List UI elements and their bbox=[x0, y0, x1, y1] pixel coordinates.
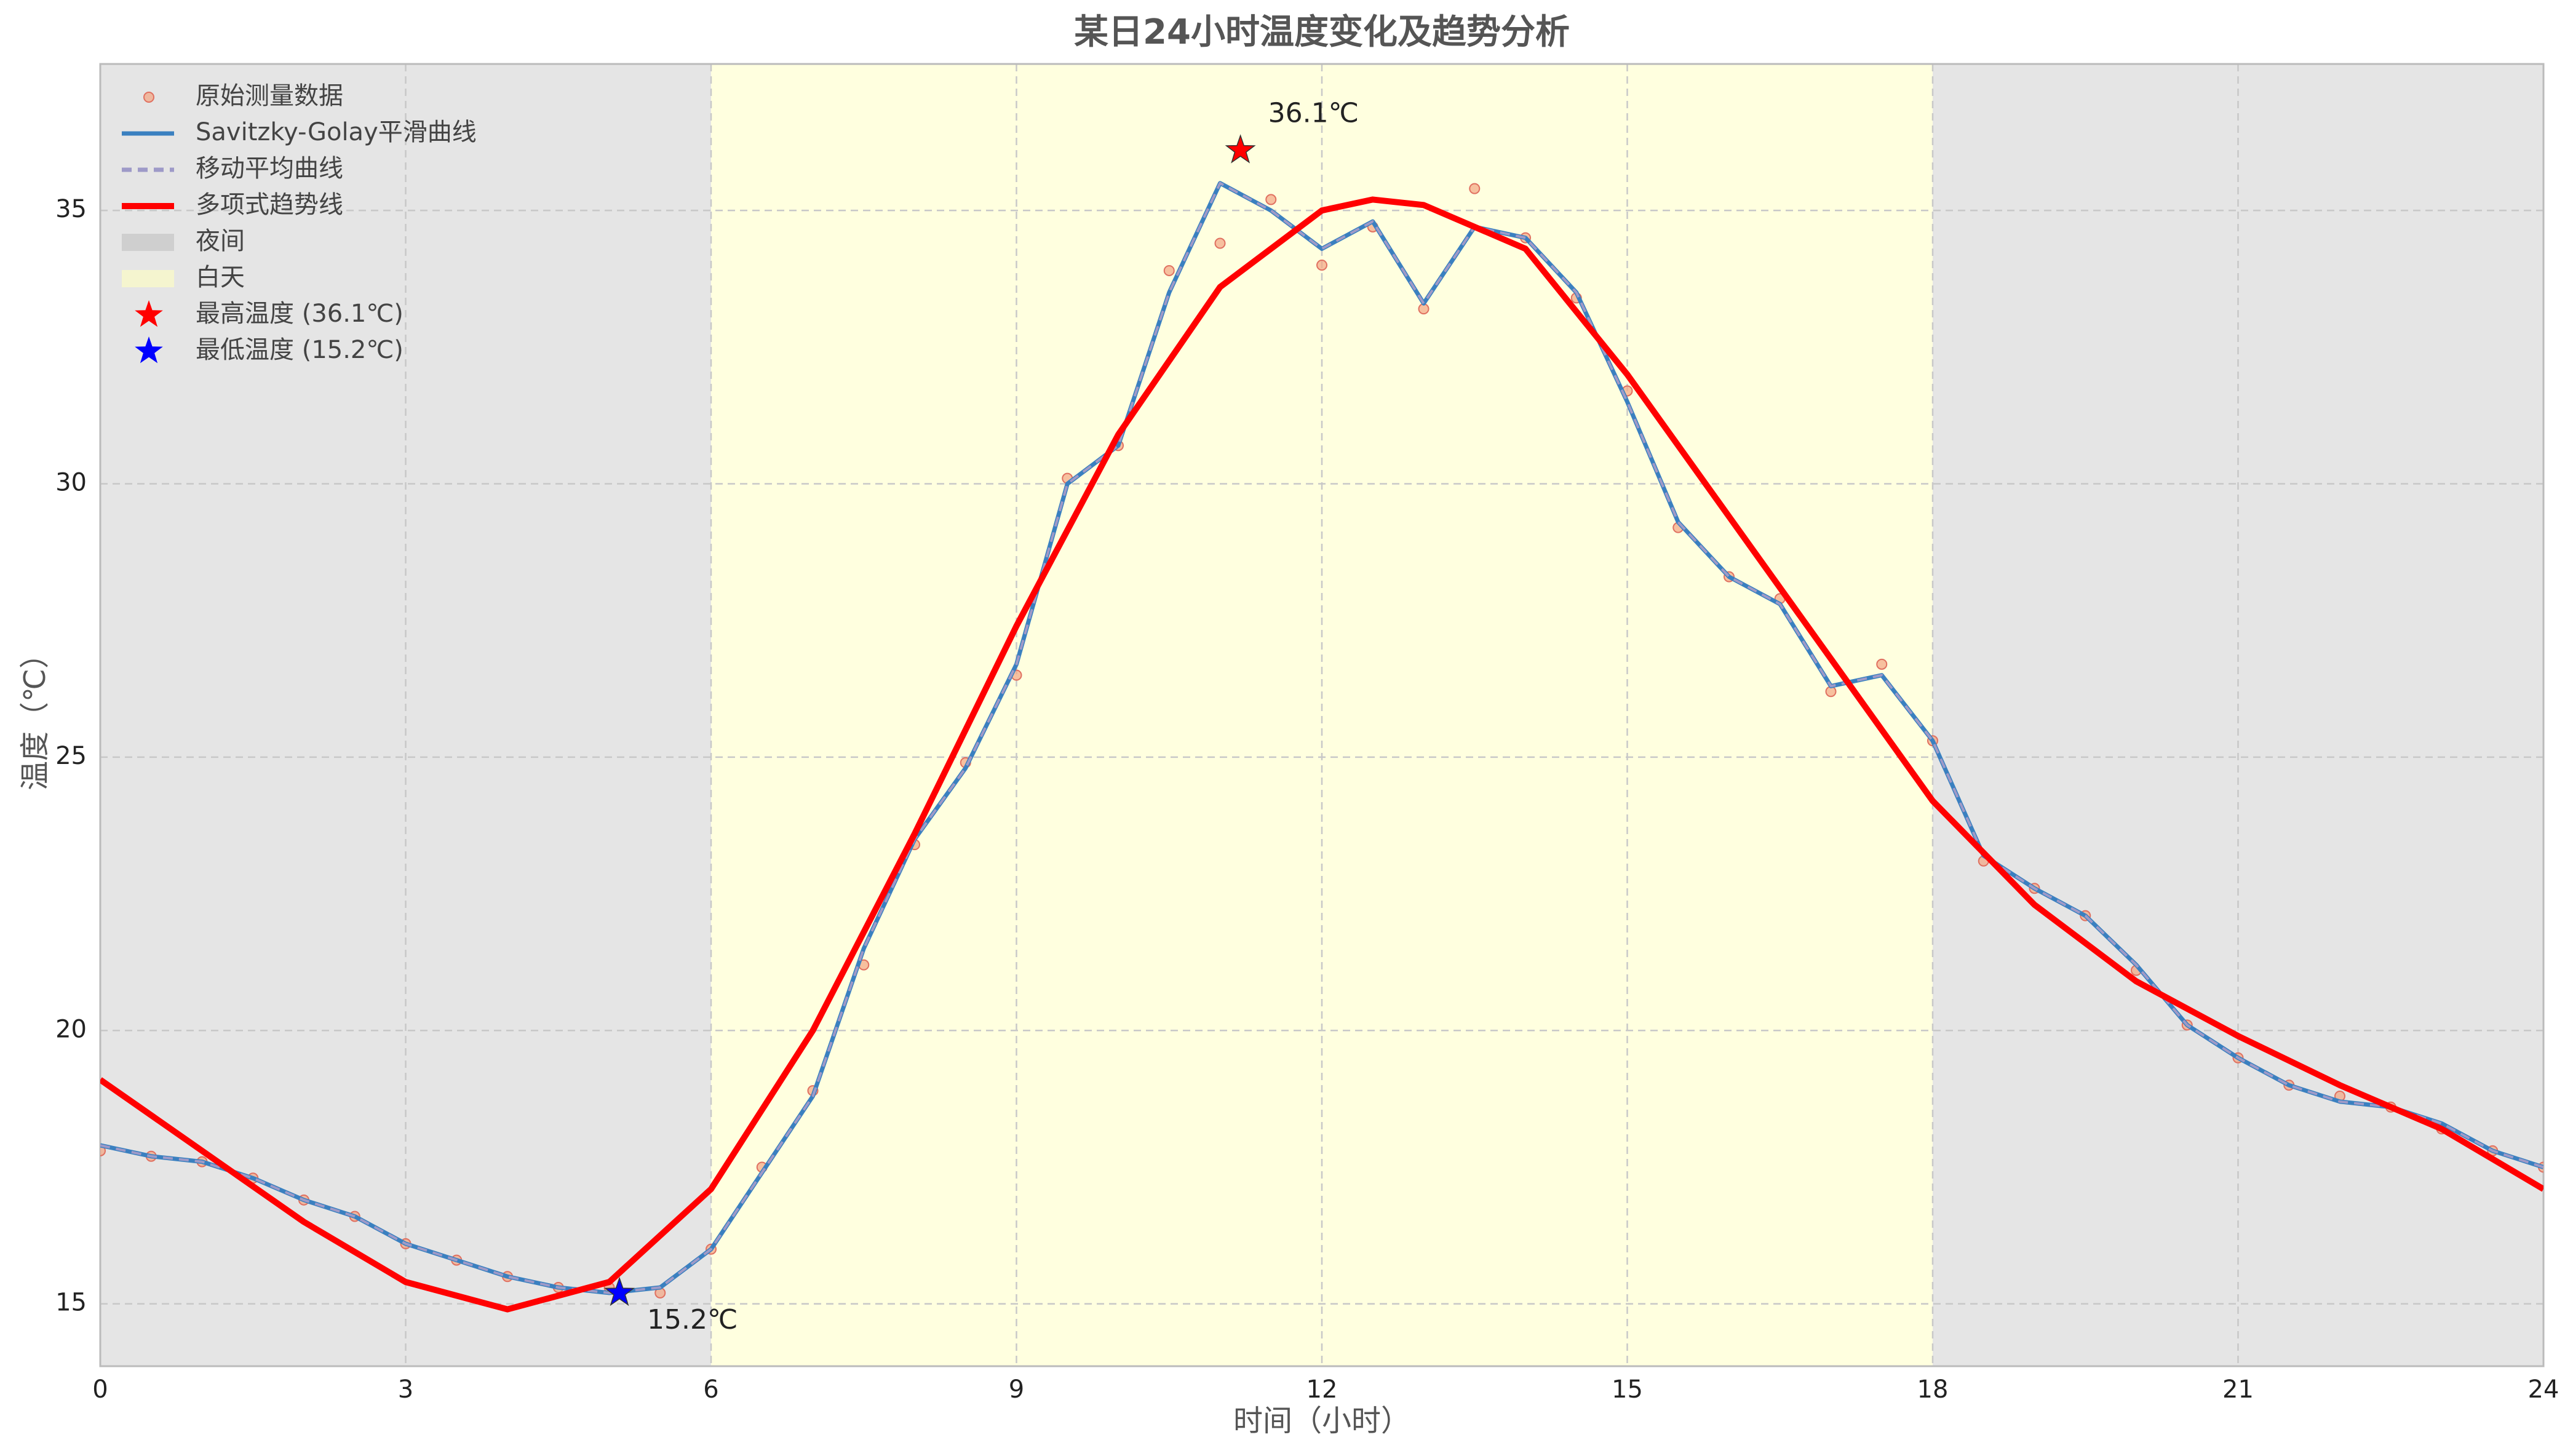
x-tick-label: 3 bbox=[398, 1375, 413, 1404]
chart-title: 某日24小时温度变化及趋势分析 bbox=[1074, 12, 1570, 52]
x-tick-label: 21 bbox=[2222, 1375, 2254, 1404]
legend-label: 夜间 bbox=[196, 227, 245, 255]
y-tick-label: 30 bbox=[55, 469, 87, 497]
data-point bbox=[1316, 260, 1327, 271]
legend-label: 最低温度 (15.2℃) bbox=[196, 336, 404, 364]
x-tick-label: 15 bbox=[1612, 1375, 1643, 1404]
annotation: 15.2℃ bbox=[647, 1304, 738, 1335]
legend-swatch bbox=[122, 270, 174, 287]
data-point bbox=[1265, 194, 1277, 205]
legend-label: 最高温度 (36.1℃) bbox=[196, 300, 404, 328]
marker-star bbox=[604, 1276, 635, 1307]
y-tick-label: 35 bbox=[55, 195, 87, 223]
span bbox=[100, 64, 711, 1366]
y-axis-label: 温度（℃） bbox=[18, 639, 52, 790]
x-tick-label: 0 bbox=[92, 1375, 108, 1404]
x-axis-label: 时间（小时） bbox=[1233, 1404, 1410, 1438]
span bbox=[711, 64, 1933, 1366]
data-point bbox=[100, 1145, 106, 1156]
span bbox=[1933, 64, 2543, 1366]
y-tick-label: 20 bbox=[55, 1015, 87, 1043]
legend-swatch bbox=[135, 300, 163, 327]
legend-label: 移动平均曲线 bbox=[196, 154, 343, 183]
marker-star bbox=[1225, 134, 1256, 164]
x-tick-label: 12 bbox=[1306, 1375, 1338, 1404]
plot bbox=[100, 181, 2543, 1313]
x-tick-label: 24 bbox=[2528, 1375, 2559, 1404]
data-point bbox=[1469, 183, 1481, 194]
series-line bbox=[100, 196, 2543, 1313]
data-point bbox=[1876, 658, 1888, 670]
legend-label: 原始测量数据 bbox=[196, 82, 343, 110]
series-line bbox=[100, 181, 2543, 1294]
legend-label: Savitzky-Golay平滑曲线 bbox=[196, 118, 477, 146]
legend-swatch bbox=[143, 92, 154, 103]
legend-swatch bbox=[135, 336, 163, 364]
plot-frame bbox=[99, 63, 2545, 1367]
x-tick-label: 6 bbox=[703, 1375, 718, 1404]
data-point bbox=[1214, 237, 1226, 249]
y-tick-label: 15 bbox=[55, 1289, 87, 1317]
data-point bbox=[1163, 265, 1175, 276]
annotation: 36.1℃ bbox=[1268, 97, 1359, 129]
x-tick-label: 9 bbox=[1009, 1375, 1024, 1404]
x-tick-label: 18 bbox=[1917, 1375, 1949, 1404]
y-tick-label: 25 bbox=[55, 742, 87, 770]
legend-label: 白天 bbox=[196, 263, 245, 292]
legend-label: 多项式趋势线 bbox=[196, 191, 343, 219]
legend-swatch bbox=[122, 234, 174, 251]
